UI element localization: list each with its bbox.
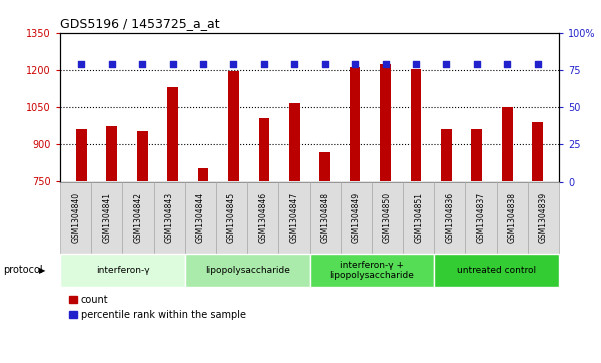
Point — [107, 61, 117, 67]
Text: GSM1304840: GSM1304840 — [71, 192, 80, 243]
Bar — [258, 118, 269, 182]
Point — [381, 61, 391, 67]
Text: GSM1304846: GSM1304846 — [258, 192, 267, 243]
Text: GSM1304847: GSM1304847 — [290, 192, 299, 243]
Point — [168, 61, 177, 67]
Bar — [441, 129, 452, 182]
Point — [442, 61, 451, 67]
Point — [228, 61, 238, 67]
Text: GSM1304848: GSM1304848 — [320, 192, 329, 243]
Point — [411, 61, 421, 67]
Text: protocol: protocol — [3, 265, 43, 276]
Bar — [228, 71, 239, 182]
Bar — [106, 126, 117, 182]
Text: untreated control: untreated control — [457, 266, 536, 275]
Point — [76, 61, 86, 67]
Text: GSM1304843: GSM1304843 — [165, 192, 174, 243]
Bar — [532, 122, 543, 182]
Text: GSM1304850: GSM1304850 — [383, 192, 392, 243]
Point — [138, 61, 147, 67]
Text: GSM1304844: GSM1304844 — [196, 192, 205, 243]
Point — [290, 61, 299, 67]
Bar — [198, 168, 209, 182]
Text: GSM1304849: GSM1304849 — [352, 192, 361, 243]
Bar — [319, 152, 330, 182]
Point — [533, 61, 543, 67]
Bar — [380, 64, 391, 182]
Point — [198, 61, 208, 67]
Text: interferon-γ +
lipopolysaccharide: interferon-γ + lipopolysaccharide — [329, 261, 414, 280]
Bar — [137, 131, 148, 182]
Legend: count, percentile rank within the sample: count, percentile rank within the sample — [65, 291, 249, 324]
Point — [320, 61, 329, 67]
Text: GDS5196 / 1453725_a_at: GDS5196 / 1453725_a_at — [60, 17, 220, 30]
Text: ▶: ▶ — [39, 266, 46, 275]
Text: lipopolysaccharide: lipopolysaccharide — [205, 266, 290, 275]
Bar — [167, 87, 178, 182]
Text: interferon-γ: interferon-γ — [96, 266, 149, 275]
Text: GSM1304841: GSM1304841 — [102, 192, 111, 243]
Bar — [76, 129, 87, 182]
Text: GSM1304837: GSM1304837 — [477, 192, 486, 243]
Bar — [410, 69, 421, 182]
Point — [502, 61, 512, 67]
Point — [259, 61, 269, 67]
Text: GSM1304838: GSM1304838 — [508, 192, 517, 243]
Text: GSM1304845: GSM1304845 — [227, 192, 236, 243]
Text: GSM1304851: GSM1304851 — [414, 192, 423, 243]
Bar — [289, 103, 300, 182]
Point — [472, 61, 481, 67]
Text: GSM1304842: GSM1304842 — [133, 192, 142, 243]
Bar — [471, 129, 482, 182]
Bar — [350, 68, 361, 182]
Text: GSM1304839: GSM1304839 — [539, 192, 548, 243]
Bar — [502, 107, 513, 182]
Point — [350, 61, 360, 67]
Text: GSM1304836: GSM1304836 — [445, 192, 454, 243]
